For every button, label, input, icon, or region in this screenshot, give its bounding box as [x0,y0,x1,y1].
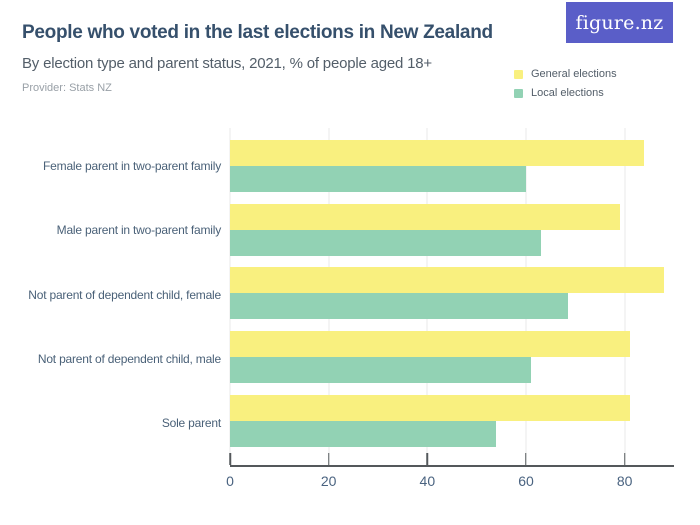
x-tick-label: 40 [419,473,436,489]
plot-area [229,128,674,467]
general-elections-swatch-icon [514,69,523,79]
legend-label: General elections [531,68,617,80]
local-elections-swatch-icon [514,88,523,98]
category-label: Sole parent [161,415,221,430]
bar-group [230,325,674,389]
category-label: Male parent in two-parent family [56,223,222,238]
bar-local-elections[interactable] [230,421,497,448]
bar-general-elections[interactable] [230,267,665,294]
bar-group [230,389,674,453]
figure-nz-logo[interactable]: figure.nz [566,2,673,43]
category-label: Not parent of dependent child, female [28,287,221,302]
axis-tick [623,453,626,465]
bar-group [230,262,674,326]
category-labels: Female parent in two-parent family Male p… [0,128,221,467]
bar-local-elections[interactable] [230,357,531,384]
bar-local-elections[interactable] [230,293,568,320]
x-tick-label: 0 [226,473,234,489]
page-title: People who voted in the last elections i… [22,22,493,43]
legend-item-local-elections: Local elections [514,87,617,99]
figure-nz-logo-text: figure.nz [575,11,664,34]
provider-credit: Provider: Stats NZ [22,82,112,94]
bar-general-elections[interactable] [230,139,645,166]
axis-tick [327,453,330,465]
legend: General elections Local elections [514,68,617,99]
bar-local-elections[interactable] [230,229,541,256]
axis-tick [229,453,231,465]
category-label: Female parent in two-parent family [43,159,221,174]
gridline [624,128,626,465]
x-tick-label: 60 [518,473,534,489]
axis-tick [525,453,527,465]
x-tick-label: 80 [616,473,633,489]
category-label: Not parent of dependent child, male [37,351,221,366]
bar-group [230,198,674,262]
bar-general-elections[interactable] [230,331,630,358]
bar-rows [230,128,674,465]
legend-item-general-elections: General elections [514,68,617,80]
bar-general-elections[interactable] [230,203,620,230]
bar-general-elections[interactable] [230,395,630,422]
chart-subtitle: By election type and parent status, 2021… [22,55,432,72]
x-tick-label: 20 [320,473,337,489]
bar-group [230,134,674,198]
tick-labels: 0 20 40 60 80 [226,473,674,491]
axis-tick [426,453,429,465]
bar-local-elections[interactable] [230,165,526,192]
legend-label: Local elections [531,87,604,99]
